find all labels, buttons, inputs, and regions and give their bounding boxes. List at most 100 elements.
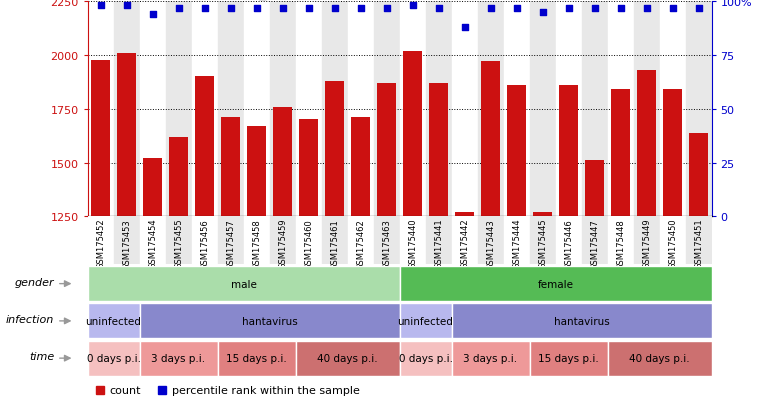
Bar: [451, 217, 478, 264]
Bar: [400, 304, 451, 339]
Text: 3 days p.i.: 3 days p.i.: [463, 353, 517, 363]
Bar: [113, 217, 139, 264]
Bar: [295, 217, 322, 264]
Bar: [322, 217, 348, 264]
Bar: [348, 217, 374, 264]
Bar: [88, 217, 113, 264]
Bar: [221, 118, 240, 413]
Text: gender: gender: [14, 277, 54, 287]
Bar: [400, 217, 425, 264]
Bar: [530, 2, 556, 217]
Point: [432, 5, 444, 12]
Bar: [508, 86, 526, 413]
Bar: [686, 2, 712, 217]
Bar: [170, 138, 188, 413]
Text: male: male: [231, 279, 256, 289]
Bar: [196, 77, 214, 413]
Bar: [451, 304, 712, 339]
Bar: [403, 52, 422, 413]
Bar: [425, 2, 451, 217]
Text: 0 days p.i.: 0 days p.i.: [87, 353, 141, 363]
Bar: [633, 2, 660, 217]
Bar: [504, 217, 530, 264]
Bar: [348, 2, 374, 217]
Text: GSM175449: GSM175449: [642, 218, 651, 269]
Text: hantavirus: hantavirus: [242, 316, 298, 326]
Bar: [451, 341, 530, 376]
Bar: [374, 217, 400, 264]
Bar: [633, 217, 660, 264]
Bar: [607, 341, 712, 376]
Text: female: female: [537, 279, 574, 289]
Point: [641, 5, 653, 12]
Bar: [221, 118, 240, 413]
Bar: [400, 2, 425, 217]
Bar: [585, 161, 603, 413]
Point: [537, 9, 549, 16]
Bar: [352, 118, 370, 413]
Bar: [143, 159, 161, 413]
Text: GSM175450: GSM175450: [668, 218, 677, 269]
Point: [562, 5, 575, 12]
Text: GSM175463: GSM175463: [382, 218, 391, 269]
Text: GSM175461: GSM175461: [330, 218, 339, 269]
Text: count: count: [110, 385, 141, 395]
Bar: [322, 2, 348, 217]
Bar: [686, 217, 712, 264]
Point: [224, 5, 237, 12]
Bar: [374, 2, 400, 217]
Point: [250, 5, 263, 12]
Text: GSM175453: GSM175453: [122, 218, 131, 269]
Bar: [504, 2, 530, 217]
Bar: [88, 304, 139, 339]
Text: GSM175447: GSM175447: [590, 218, 599, 269]
Text: percentile rank within the sample: percentile rank within the sample: [172, 385, 360, 395]
Bar: [451, 2, 478, 217]
Bar: [244, 217, 269, 264]
Bar: [299, 120, 317, 413]
Bar: [533, 213, 552, 413]
Bar: [581, 2, 607, 217]
Bar: [139, 341, 218, 376]
Bar: [455, 213, 473, 413]
Bar: [91, 61, 110, 413]
Text: GSM175451: GSM175451: [694, 218, 703, 269]
Bar: [88, 2, 113, 217]
Text: GSM175444: GSM175444: [512, 218, 521, 269]
Bar: [247, 127, 266, 413]
Point: [276, 5, 288, 12]
Bar: [559, 86, 578, 413]
Point: [485, 5, 497, 12]
Point: [94, 3, 107, 9]
Bar: [117, 54, 135, 413]
Bar: [139, 217, 166, 264]
Bar: [689, 134, 708, 413]
Bar: [533, 213, 552, 413]
Text: 15 days p.i.: 15 days p.i.: [226, 353, 287, 363]
Text: 3 days p.i.: 3 days p.i.: [151, 353, 205, 363]
Text: GSM175443: GSM175443: [486, 218, 495, 269]
Text: GSM175457: GSM175457: [226, 218, 235, 269]
Point: [693, 5, 705, 12]
Point: [458, 24, 470, 31]
Bar: [166, 2, 192, 217]
Bar: [113, 2, 139, 217]
Point: [511, 5, 523, 12]
Bar: [429, 84, 447, 413]
Text: 40 days p.i.: 40 days p.i.: [317, 353, 377, 363]
Text: uninfected: uninfected: [85, 316, 142, 326]
Text: GSM175455: GSM175455: [174, 218, 183, 269]
Bar: [273, 107, 291, 413]
Bar: [91, 61, 110, 413]
Bar: [425, 217, 451, 264]
Bar: [218, 2, 244, 217]
Bar: [143, 159, 161, 413]
Text: GSM175446: GSM175446: [564, 218, 573, 269]
Bar: [117, 54, 135, 413]
Bar: [352, 118, 370, 413]
Bar: [218, 217, 244, 264]
Bar: [664, 90, 682, 413]
Point: [173, 5, 185, 12]
Bar: [530, 341, 607, 376]
Bar: [139, 2, 166, 217]
